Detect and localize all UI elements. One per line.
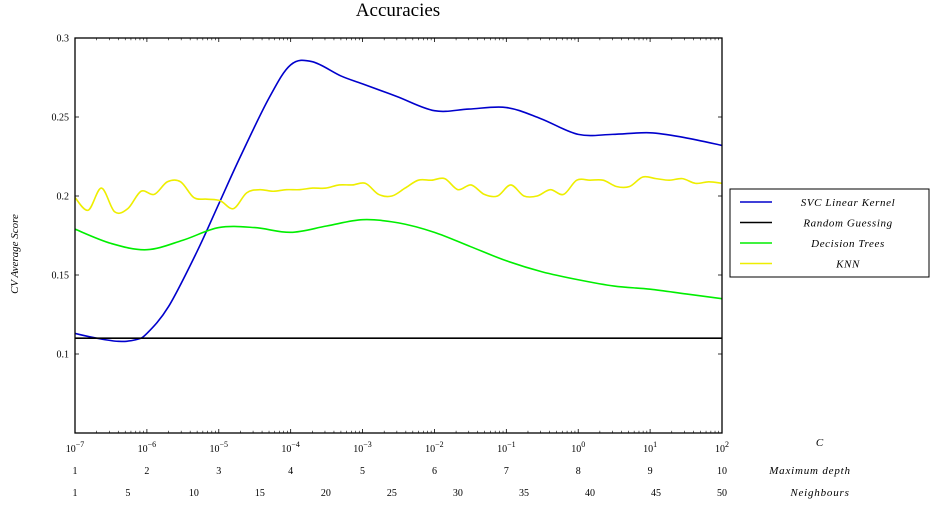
x-axis-name-maximum-depth: Maximum depth — [768, 465, 851, 477]
x-axis-ticks — [74, 38, 723, 433]
x-tick-label-c: 101 — [643, 440, 657, 455]
legend-label-random-guessing: Random Guessing — [802, 218, 892, 230]
legend-box — [729, 188, 930, 278]
x-tick-label-c: 10−2 — [425, 440, 444, 455]
x-tick-label-c: 100 — [571, 440, 585, 455]
y-tick-label: 0.2 — [57, 192, 70, 203]
x-axis-name-neighbours: Neighbours — [789, 487, 849, 499]
plot-frame — [74, 37, 723, 434]
chart-title: Accuracies — [356, 0, 440, 21]
x-tick-label-neighbours: 1 — [73, 488, 78, 499]
x-tick-label-maximum-depth: 2 — [144, 466, 149, 477]
x-tick-label-neighbours: 10 — [189, 488, 199, 499]
x-tick-label-neighbours: 15 — [255, 488, 265, 499]
x-tick-label-c: 102 — [715, 440, 729, 455]
x-tick-label-neighbours: 50 — [717, 488, 727, 499]
y-tick-label: 0.15 — [52, 271, 70, 282]
x-tick-label-maximum-depth: 5 — [360, 466, 365, 477]
x-tick-label-maximum-depth: 9 — [648, 466, 653, 477]
series-line-knn — [75, 175, 722, 215]
series-line-svc-linear-kernel — [75, 59, 722, 343]
y-tick-label: 0.25 — [52, 113, 70, 124]
legend-label-decision-trees: Decision Trees — [810, 238, 885, 250]
x-tick-label-neighbours: 45 — [651, 488, 661, 499]
x-tick-label-c: 10−5 — [210, 440, 229, 455]
x-tick-label-neighbours: 35 — [519, 488, 529, 499]
x-tick-label-neighbours: 20 — [321, 488, 331, 499]
x-tick-label-maximum-depth: 1 — [73, 466, 78, 477]
series-layer — [75, 59, 722, 343]
x-tick-label-maximum-depth: 3 — [216, 466, 221, 477]
x-tick-label-c: 10−6 — [138, 440, 157, 455]
series-line-decision-trees — [75, 218, 722, 300]
x-tick-label-maximum-depth: 8 — [576, 466, 581, 477]
x-tick-label-neighbours: 30 — [453, 488, 463, 499]
x-tick-label-neighbours: 5 — [125, 488, 130, 499]
x-tick-label-maximum-depth: 10 — [717, 466, 727, 477]
y-tick-label: 0.1 — [57, 350, 70, 361]
x-tick-label-maximum-depth: 7 — [504, 466, 509, 477]
legend: SVC Linear Kernel Random Guessing Decision… — [729, 188, 930, 278]
y-axis-label: CV Average Score — [9, 214, 21, 294]
x-tick-label-maximum-depth: 4 — [288, 466, 293, 477]
x-tick-label-c: 10−1 — [497, 440, 516, 455]
x-tick-label-maximum-depth: 6 — [432, 466, 437, 477]
legend-label-knn: KNN — [835, 259, 860, 271]
x-tick-label-neighbours: 25 — [387, 488, 397, 499]
legend-label-svc-linear-kernel: SVC Linear Kernel — [801, 197, 896, 209]
x-tick-label-c: 10−3 — [353, 440, 372, 455]
x-tick-label-c: 10−7 — [66, 440, 85, 455]
x-axis-name-c: C — [816, 437, 824, 449]
x-tick-label-c: 10−4 — [281, 440, 300, 455]
y-tick-label: 0.3 — [57, 34, 70, 45]
x-tick-label-neighbours: 40 — [585, 488, 595, 499]
